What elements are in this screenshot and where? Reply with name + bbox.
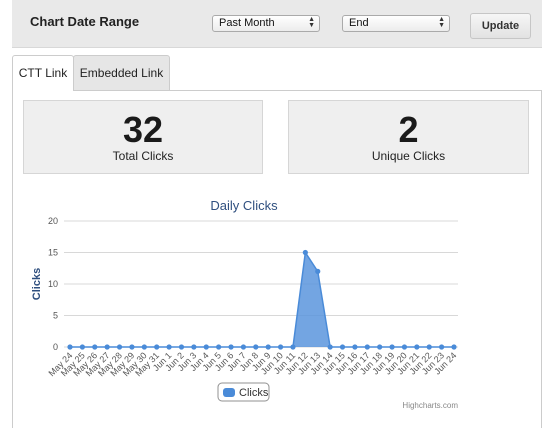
select-arrows-icon: ▲ ▼ (308, 16, 315, 29)
y-tick-label: 5 (53, 311, 58, 321)
data-point[interactable] (129, 344, 135, 350)
data-point[interactable] (228, 344, 234, 350)
data-point[interactable] (426, 344, 432, 350)
total-clicks-value: 32 (122, 109, 164, 150)
data-point[interactable] (92, 344, 98, 350)
data-point[interactable] (389, 344, 395, 350)
update-button[interactable]: Update (470, 13, 531, 39)
data-point[interactable] (439, 344, 445, 350)
data-point[interactable] (414, 344, 420, 350)
data-point[interactable] (451, 344, 457, 350)
data-point[interactable] (315, 268, 321, 274)
clicks-area (70, 252, 454, 347)
data-point[interactable] (178, 344, 185, 350)
y-axis-title: Clicks (31, 268, 43, 300)
data-point[interactable] (352, 344, 358, 350)
data-point[interactable] (240, 344, 247, 350)
clicks-points (67, 249, 457, 350)
data-point[interactable] (191, 344, 197, 350)
legend-item-clicks[interactable]: Clicks (239, 387, 269, 399)
highcharts-credit[interactable]: Highcharts.com (402, 401, 458, 410)
y-tick-label: 10 (48, 279, 58, 289)
data-point[interactable] (116, 344, 123, 350)
legend-swatch-icon (223, 388, 235, 397)
data-point[interactable] (166, 344, 172, 350)
end-select[interactable]: End ▲ ▼ (342, 15, 450, 32)
data-point[interactable] (277, 344, 284, 350)
y-tick-label: 0 (53, 342, 58, 352)
y-tick-label: 15 (48, 248, 58, 258)
data-point[interactable] (141, 344, 147, 350)
select-arrows-icon: ▲ ▼ (438, 16, 445, 29)
y-tick-label: 20 (48, 216, 58, 226)
end-select-value: End (349, 17, 369, 29)
chart-date-range-title: Chart Date Range (30, 14, 140, 29)
data-point[interactable] (203, 344, 209, 350)
data-point[interactable] (265, 344, 271, 350)
data-point[interactable] (290, 344, 296, 350)
data-point[interactable] (79, 344, 85, 350)
chart-title: Daily Clicks (210, 198, 278, 213)
data-point[interactable] (253, 344, 259, 350)
range-select[interactable]: Past Month ▲ ▼ (212, 15, 320, 32)
y-axis-labels: 0 5 10 15 20 (48, 216, 58, 352)
legend[interactable]: Clicks (217, 382, 270, 402)
range-select-value: Past Month (219, 17, 275, 29)
total-clicks-card: 32 Total Clicks (23, 100, 263, 174)
data-point[interactable] (104, 344, 110, 350)
data-point[interactable] (401, 344, 408, 350)
clicks-line (70, 250, 454, 348)
data-point[interactable] (327, 344, 333, 350)
data-point[interactable] (216, 344, 222, 350)
total-clicks-label: Total Clicks (112, 149, 174, 163)
tab-embedded-link[interactable]: Embedded Link (73, 55, 170, 91)
unique-clicks-card: 2 Unique Clicks (288, 100, 529, 174)
tab-ctt-link[interactable]: CTT Link (12, 55, 74, 91)
gridlines (64, 220, 458, 348)
data-point[interactable] (377, 344, 383, 350)
data-point[interactable] (67, 344, 73, 350)
unique-clicks-label: Unique Clicks (371, 149, 446, 163)
data-point[interactable] (154, 344, 160, 350)
data-point[interactable] (302, 249, 308, 256)
data-point[interactable] (339, 344, 346, 350)
data-point[interactable] (364, 344, 370, 350)
unique-clicks-value: 2 (398, 109, 419, 150)
date-range-toolbar: Chart Date Range Past Month ▲ ▼ End ▲ ▼ Up… (12, 0, 542, 48)
